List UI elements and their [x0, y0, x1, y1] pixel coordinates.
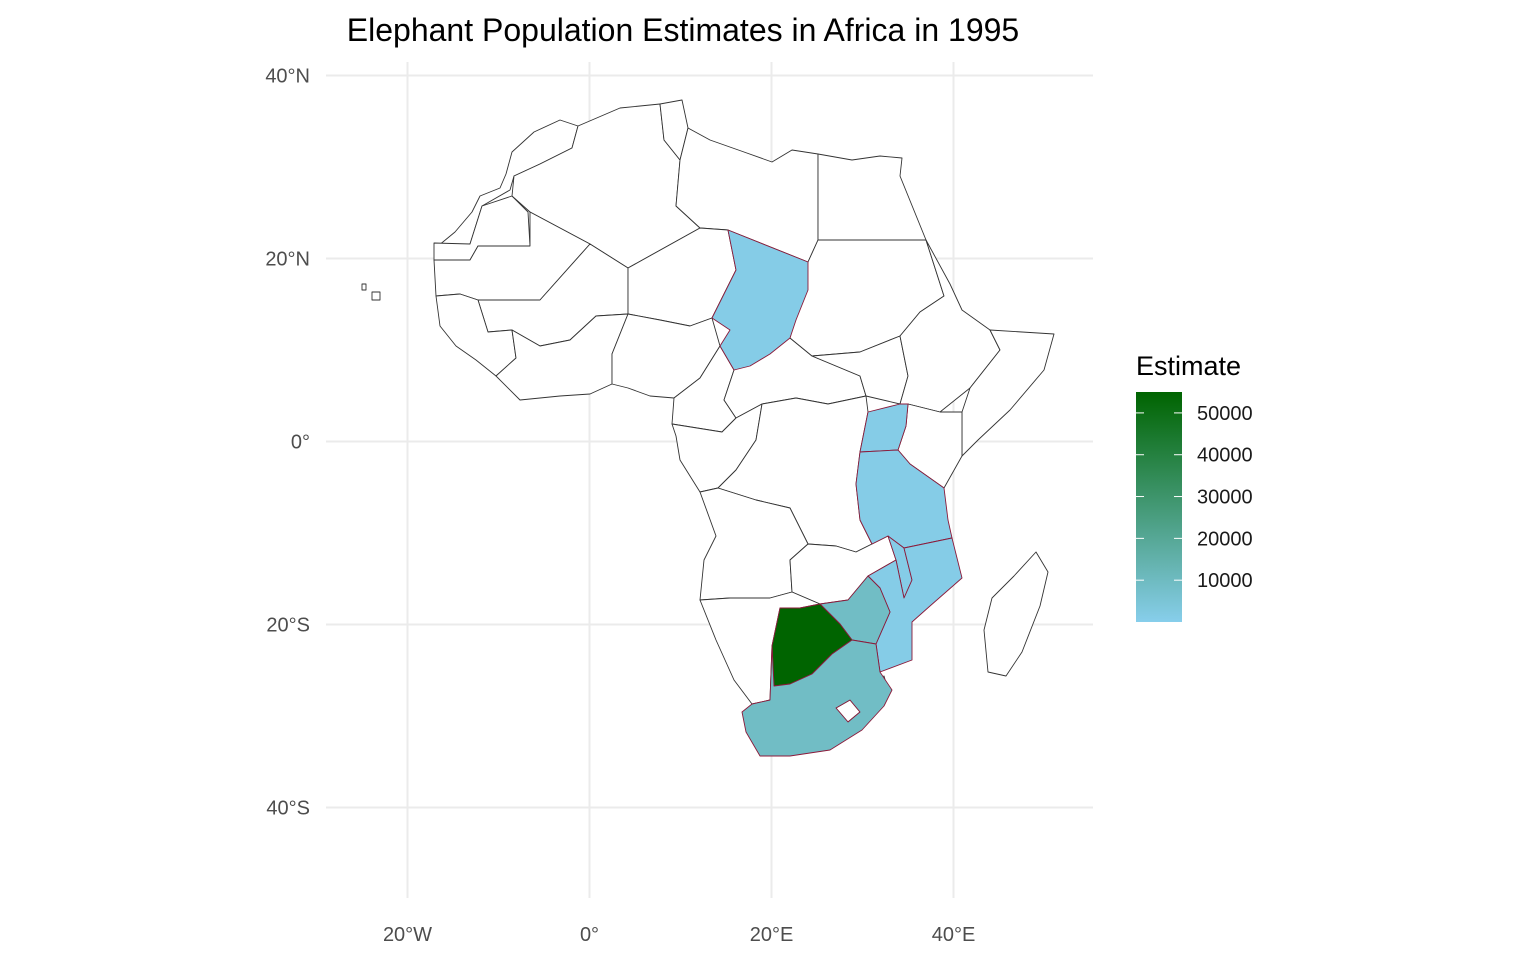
y-tick-label: 40°S: [266, 798, 310, 820]
country-chad: [711, 229, 809, 371]
country-morocco: [437, 119, 579, 247]
country-egypt: [817, 153, 927, 241]
x-tick-label: 0°: [580, 924, 599, 946]
legend-label: 50000: [1197, 403, 1253, 425]
y-tick-label: 20°S: [266, 615, 310, 637]
y-tick-labels: 40°N 20°N 0° 20°S 40°S: [265, 66, 310, 820]
legend-colorbar: [1136, 392, 1182, 622]
country-madagascar: [983, 551, 1049, 677]
map-title: Elephant Population Estimates in Africa …: [347, 12, 1019, 48]
x-tick-label: 20°W: [383, 924, 432, 946]
legend-label: 30000: [1197, 487, 1253, 509]
legend-label: 20000: [1197, 528, 1253, 550]
legend-label: 40000: [1197, 445, 1253, 467]
y-tick-label: 20°N: [265, 249, 310, 271]
x-tick-labels: 20°W 0° 20°E 40°E: [383, 924, 975, 946]
legend-ticks: 50000 40000 30000 20000 10000: [1136, 403, 1253, 592]
country-cape-verde: [361, 283, 381, 301]
country-south-africa: [741, 639, 893, 757]
country-somalia: [961, 329, 1055, 457]
x-tick-label: 20°E: [750, 924, 794, 946]
legend-title: Estimate: [1136, 351, 1241, 381]
countries-layer: [361, 99, 1055, 757]
legend-label: 10000: [1197, 570, 1253, 592]
x-tick-label: 40°E: [932, 924, 976, 946]
y-tick-label: 0°: [291, 432, 310, 454]
y-tick-label: 40°N: [265, 66, 310, 88]
